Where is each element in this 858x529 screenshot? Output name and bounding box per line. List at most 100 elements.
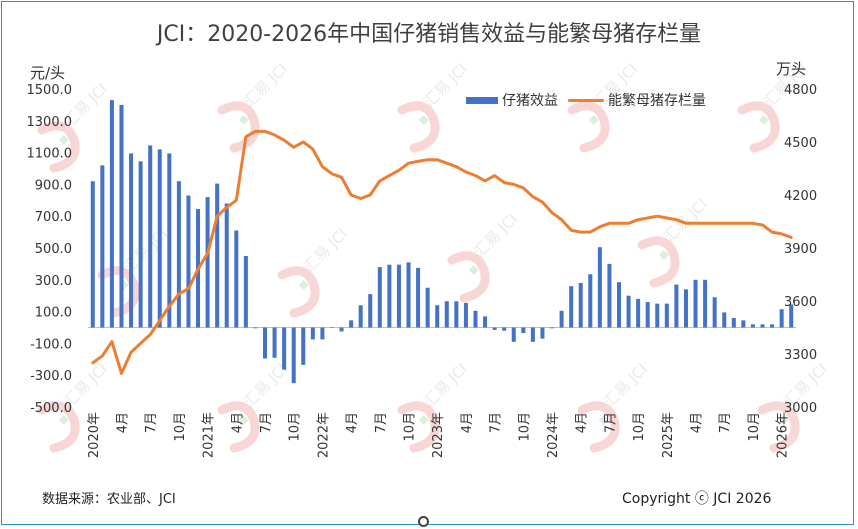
chart-title: JCI：2020-2026年中国仔猪销售效益与能繁母猪存栏量 [156, 22, 702, 47]
x-tick-label: 2024年 [546, 412, 561, 458]
bar-mark [722, 312, 727, 328]
watermark-swoosh [577, 401, 620, 453]
left-y-tick-label: 300.0 [35, 274, 72, 289]
bar-mark [387, 264, 392, 328]
bar-mark [779, 309, 784, 328]
bar-mark [320, 327, 325, 340]
watermark-logo: 汇易 JCI [217, 60, 291, 153]
bar-mark [645, 302, 650, 328]
copyright-note: Copyright ⓒ JCI 2026 [622, 491, 772, 507]
right-y-tick-label: 4800 [784, 83, 817, 98]
bar-mark [530, 327, 535, 342]
watermark-swoosh [277, 266, 320, 318]
watermark-diamond [58, 415, 69, 425]
bar-mark [148, 145, 153, 328]
resize-handle[interactable] [418, 516, 429, 527]
bar-mark [339, 327, 344, 332]
bar-mark [425, 287, 430, 328]
bar-mark [750, 324, 755, 328]
x-tick-label: 7月 [718, 412, 733, 433]
legend: 仔猪效益 能繁母猪存栏量 [466, 90, 716, 110]
x-tick-label: 10月 [632, 412, 647, 442]
bar-mark [157, 149, 162, 328]
watermark-text: 汇易 JCI [470, 210, 521, 261]
watermark-diamond [298, 280, 309, 290]
line-series [91, 129, 793, 375]
bar-mark [358, 305, 363, 328]
bar-mark [559, 310, 564, 328]
tick-label-layer: -500.0 -300.0 -100.0 100.0 300.0 500.0 700.0 90… [27, 83, 818, 458]
bar-mark [674, 284, 679, 328]
bar-mark [703, 279, 708, 328]
bar-mark [789, 304, 794, 328]
watermark-text: 汇易 JCI [420, 60, 471, 111]
left-y-tick-label: 500.0 [35, 242, 72, 257]
bar-mark [540, 327, 545, 339]
watermark-logo: 汇易 JCI [397, 60, 471, 153]
bar-mark [253, 327, 258, 329]
watermark-swoosh [757, 401, 800, 453]
watermark-swoosh [37, 401, 80, 453]
watermark-swoosh [217, 101, 260, 153]
x-tick-label: 2020年 [87, 412, 102, 458]
bar-series [90, 100, 794, 384]
bar-mark [502, 327, 507, 331]
x-tick-label: 4月 [690, 412, 705, 433]
bar-mark [760, 324, 765, 328]
x-tick-label: 10月 [403, 412, 418, 442]
x-tick-label: 7月 [489, 412, 504, 433]
bar-mark [262, 327, 268, 359]
watermark-swoosh [567, 101, 610, 153]
x-tick-label: 7月 [374, 412, 389, 433]
bar-mark [129, 153, 134, 328]
x-tick-label: 4月 [345, 412, 360, 433]
bar-mark [473, 310, 478, 328]
bar-mark [167, 153, 172, 328]
watermark-logo: 汇易 JCI [447, 210, 521, 303]
bar-mark [272, 327, 277, 358]
watermark-swoosh [737, 101, 780, 153]
bar-mark [492, 327, 497, 330]
legend-bar-label: 仔猪效益 [502, 93, 558, 109]
watermark-text: 汇易 JCI [420, 360, 471, 411]
bar-mark [569, 286, 574, 328]
left-y-tick-label: 700.0 [35, 210, 72, 225]
bar-mark [109, 100, 114, 328]
x-tick-label: 2022年 [316, 412, 331, 458]
watermark-swoosh [447, 251, 490, 303]
bar-mark [205, 197, 210, 328]
watermark-swoosh [37, 121, 80, 173]
bar-mark [731, 317, 736, 328]
bar-mark [770, 324, 775, 328]
bar-mark [396, 264, 401, 328]
x-tick-label: 10月 [517, 412, 532, 442]
bar-mark [435, 305, 440, 328]
watermark-logo: 汇易 JCI [277, 225, 351, 318]
bar-mark [664, 303, 669, 328]
bar-mark [416, 267, 421, 328]
watermark-text: 汇易 JCI [660, 195, 711, 246]
bar-mark [224, 203, 229, 328]
x-tick-label: 2021年 [202, 412, 217, 458]
bar-mark [215, 183, 220, 328]
watermark-diamond [238, 115, 249, 125]
bar-mark [550, 327, 555, 329]
watermark-logo: 汇易 JCI [637, 195, 711, 288]
watermark-diamond [468, 265, 479, 275]
x-tick-label: 10月 [747, 412, 762, 442]
bar-mark [329, 327, 334, 328]
legend-line-label: 能繁母猪存栏量 [608, 93, 706, 109]
watermark-swoosh [397, 401, 440, 453]
watermark-text: 汇易 JCI [120, 225, 171, 276]
bar-mark [626, 295, 631, 328]
bar-mark [291, 327, 296, 384]
bar-mark [176, 181, 181, 328]
left-y-tick-label: 1300.0 [27, 115, 73, 130]
bar-mark [597, 247, 602, 328]
right-y-tick-label: 3900 [784, 242, 817, 257]
left-y-tick-label: -300.0 [30, 369, 72, 384]
bar-mark [282, 327, 287, 370]
bar-mark [310, 327, 315, 340]
watermark-text: 汇易 JCI [240, 60, 291, 111]
right-y-tick-label: 3600 [784, 295, 817, 310]
